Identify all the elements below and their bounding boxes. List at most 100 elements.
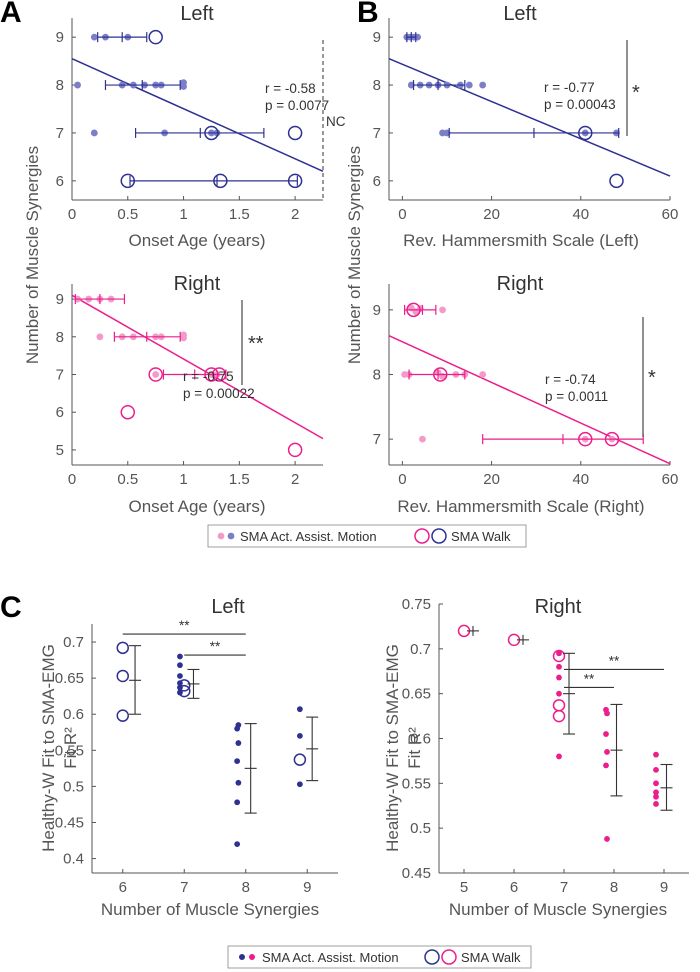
c-left-filled-point <box>177 673 183 679</box>
b-left-x-tick-label: 20 <box>483 206 500 223</box>
panel-b-left-chart: B Left 0 20 40 60 6 7 8 9 Rev. Hammersmith Scale (… <box>345 0 678 364</box>
panel-b-right-chart: Right 0 20 40 60 7 8 9 Rev. Hammersmith Scale (R… <box>373 273 679 516</box>
c-left-y-tick-label: 0.5 <box>63 778 84 795</box>
a-left-r-value: r = -0.58 <box>265 81 316 96</box>
b-left-open-point <box>609 173 624 189</box>
c-left-x-tick-label: 9 <box>303 879 311 896</box>
a-left-y-tick-label: 7 <box>56 125 64 142</box>
b-right-y-tick-label: 9 <box>373 302 381 319</box>
a-left-open-point <box>148 29 163 45</box>
c-right-filled-point <box>653 801 659 807</box>
a-left-filled-point <box>90 129 98 137</box>
c-left-y-tick-label: 0.7 <box>63 634 84 651</box>
a-left-filled-point <box>74 81 81 89</box>
c-right-y-tick-label: 0.55 <box>402 775 431 792</box>
a-right-x-tick-label: 1 <box>179 471 187 488</box>
b-left-y-tick-label: 9 <box>373 29 381 46</box>
a-left-p-value: p = 0.0077 <box>265 98 329 113</box>
a-right-open-point <box>148 367 163 382</box>
b-right-filled-point <box>479 371 487 378</box>
a-left-y-tick-label: 9 <box>56 29 64 46</box>
c-left-open-point <box>116 669 129 683</box>
b-left-filled-point <box>479 81 487 89</box>
c-right-y-tick-label: 0.75 <box>402 596 431 613</box>
a-right-open-point <box>120 404 136 420</box>
a-right-filled-point <box>152 371 160 378</box>
c-left-panel-letter: C <box>0 591 22 624</box>
a-right-regression-line <box>71 294 324 440</box>
c-right-filled-point <box>604 836 610 842</box>
legend-c-open-pink-marker <box>441 949 457 965</box>
legend-c-filled-navy-marker <box>239 954 245 960</box>
b-right-regression-line <box>388 335 671 465</box>
c-left-filled-point <box>234 799 241 806</box>
c-left-filled-point <box>235 779 242 786</box>
c-left-y-tick-label: 0.65 <box>55 670 84 687</box>
c-left-filled-point <box>296 732 303 739</box>
c-right-y-tick-label: 0.6 <box>410 731 431 748</box>
b-right-y-tick-label: 8 <box>373 367 381 384</box>
a-left-y-axis-label: Number of Muscle Synergies <box>23 146 42 364</box>
a-left-x-tick-label: 2 <box>291 206 299 223</box>
a-left-x-tick-label: 1 <box>179 206 187 223</box>
panel-c-left-chart: C Left 6 7 8 9 0.4 0.45 0.5 0.55 0.6 0.65 0.7 Number … <box>0 591 338 919</box>
c-right-filled-point <box>604 749 610 755</box>
a-left-open-point <box>287 125 303 141</box>
b-left-r-value: r = -0.77 <box>544 80 595 95</box>
a-right-y-tick-label: 5 <box>56 442 64 459</box>
b-right-x-axis-label: Rev. Hammersmith Scale (Right) <box>397 497 644 516</box>
c-right-x-tick-label: 5 <box>460 879 468 896</box>
a-right-title: Right <box>174 273 221 295</box>
legend-c-filled-label: SMA Act. Assist. Motion <box>262 950 399 965</box>
c-left-y-tick-label: 0.4 <box>63 851 84 868</box>
a-right-filled-point <box>96 333 104 341</box>
a-right-x-tick-label: 0 <box>68 471 76 488</box>
c-right-filled-point <box>653 793 659 800</box>
panel-c-right-chart: Right 5 6 7 8 9 0.45 0.5 0.55 0.6 0.65 0.7 0.75 Numbe… <box>383 596 689 919</box>
c-left-open-point <box>293 753 307 766</box>
c-left-title: Left <box>211 596 245 618</box>
c-left-y-tick-label: 0.45 <box>55 814 84 831</box>
b-right-title: Right <box>497 273 544 295</box>
c-left-x-tick-label: 7 <box>180 879 188 896</box>
legend-c-open-navy-marker <box>424 949 440 965</box>
a-left-regression-line <box>71 58 324 172</box>
c-left-filled-point <box>235 740 242 746</box>
a-right-y-tick-label: 6 <box>56 404 64 421</box>
c-left-open-point <box>178 679 191 692</box>
b-right-r-value: r = -0.74 <box>545 372 596 387</box>
a-left-title: Left <box>180 3 214 25</box>
c-left-significance-label: ** <box>179 618 190 633</box>
c-right-y-tick-label: 0.5 <box>410 820 431 837</box>
b-right-x-tick-label: 20 <box>483 471 500 488</box>
c-right-open-point <box>552 699 566 712</box>
c-left-open-point <box>116 709 129 722</box>
a-left-y-tick-label: 6 <box>56 173 64 190</box>
a-right-x-tick-label: 2 <box>291 471 299 488</box>
c-right-y-axis-label: Healthy-W Fit to SMA-EMG Fit R² <box>383 644 424 852</box>
a-right-significance-label: ** <box>248 333 264 355</box>
c-left-open-point <box>178 684 191 698</box>
c-right-filled-point <box>556 674 562 681</box>
c-right-x-tick-label: 7 <box>560 879 568 896</box>
a-left-significance-label: NC <box>326 114 346 129</box>
c-left-x-tick-label: 6 <box>119 879 127 896</box>
c-left-filled-point <box>177 662 183 669</box>
a-right-y-tick-label: 9 <box>56 291 64 308</box>
b-right-significance-label: * <box>648 367 656 389</box>
c-right-filled-point <box>556 663 562 670</box>
c-right-x-axis-label: Number of Muscle Synergies <box>449 900 667 919</box>
a-right-x-tick-label: 0.5 <box>117 471 138 488</box>
a-right-x-axis-label: Onset Age (years) <box>128 497 265 516</box>
c-left-filled-point <box>234 725 241 732</box>
a-left-x-tick-label: 0 <box>68 206 76 223</box>
c-left-y-axis-label: Healthy-W Fit to SMA-EMG Fit R² <box>39 644 80 852</box>
b-left-y-tick-label: 8 <box>373 77 381 94</box>
b-left-filled-point <box>465 81 473 89</box>
a-right-p-value: p = 0.00022 <box>183 386 255 401</box>
c-right-y-tick-label: 0.45 <box>402 865 431 882</box>
a-left-x-tick-label: 0.5 <box>117 206 138 223</box>
c-right-filled-point <box>653 789 659 796</box>
legend-ab-filled-label: SMA Act. Assist. Motion <box>240 529 377 544</box>
